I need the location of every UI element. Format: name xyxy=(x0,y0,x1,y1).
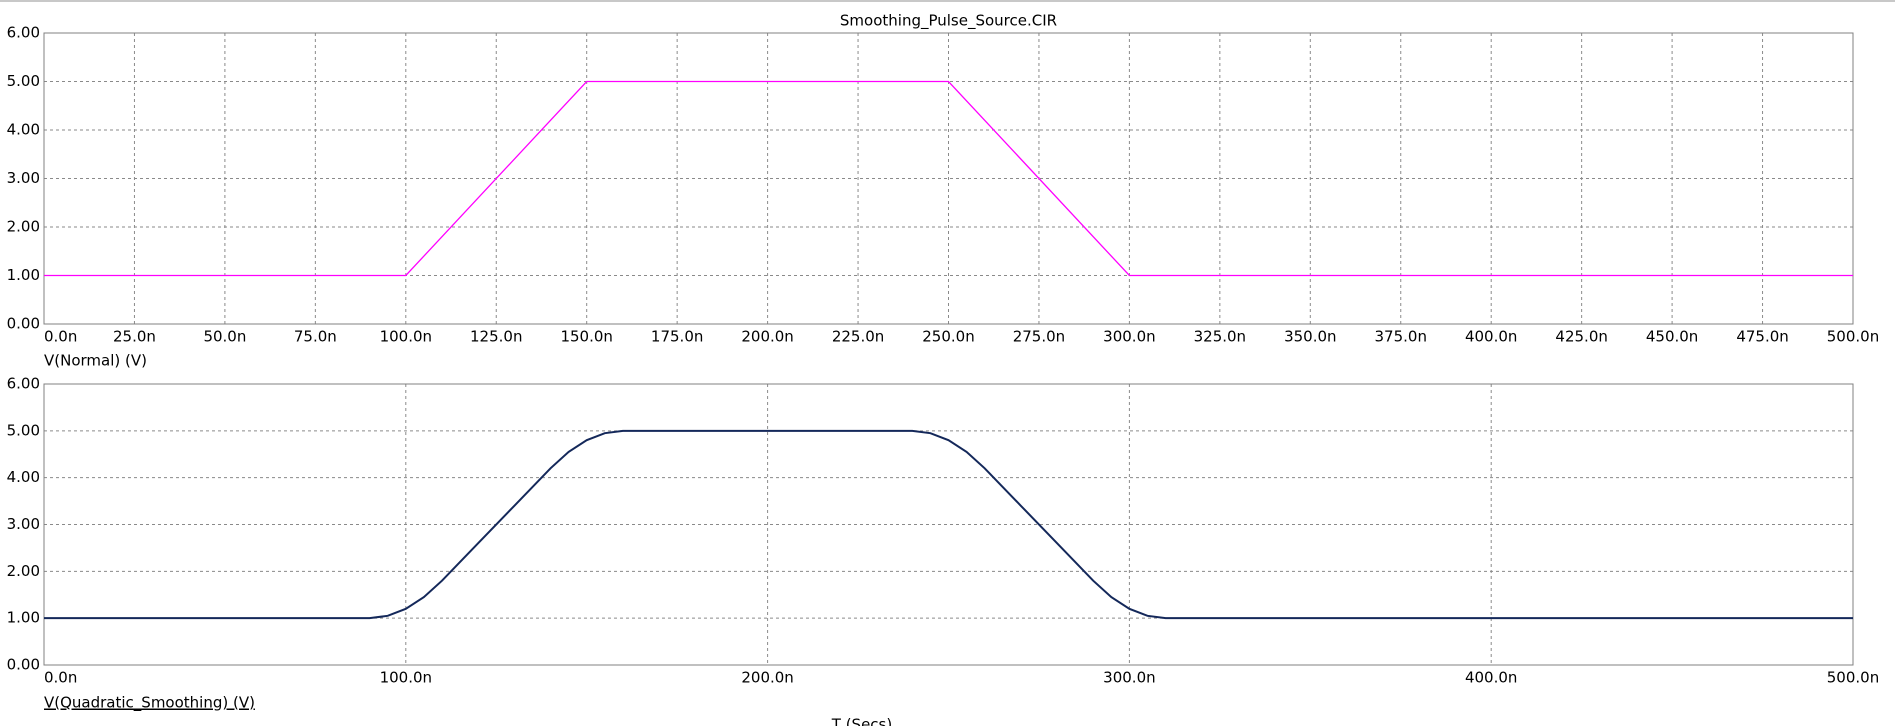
x-tick-label: 325.0n xyxy=(1194,328,1246,346)
y-tick-label: 1.00 xyxy=(7,609,40,627)
x-tick-label: 450.0n xyxy=(1646,328,1698,346)
legend-label: V(Normal) (V) xyxy=(44,352,147,370)
x-tick-label: 125.0n xyxy=(470,328,522,346)
x-tick-label: 75.0n xyxy=(294,328,337,346)
x-tick-label: 400.0n xyxy=(1465,669,1517,687)
x-tick-label: 350.0n xyxy=(1284,328,1336,346)
x-tick-label: 500.0n xyxy=(1827,669,1879,687)
plot-frame xyxy=(43,383,1854,666)
x-tick-label: 25.0n xyxy=(113,328,156,346)
y-tick-label: 3.00 xyxy=(7,169,40,187)
x-tick-label: 400.0n xyxy=(1465,328,1517,346)
x-tick-label: 300.0n xyxy=(1103,669,1155,687)
x-tick-label: 300.0n xyxy=(1103,328,1155,346)
x-tick-label: 225.0n xyxy=(832,328,884,346)
y-tick-label: 4.00 xyxy=(7,121,40,139)
y-tick-label: 0.00 xyxy=(7,315,40,333)
series-line xyxy=(44,429,1853,620)
x-tick-label: 150.0n xyxy=(560,328,612,346)
plot-frame xyxy=(43,32,1854,325)
x-tick-label: 375.0n xyxy=(1375,328,1427,346)
x-tick-label: 200.0n xyxy=(741,669,793,687)
legend-label: V(Quadratic_Smoothing) (V) xyxy=(44,694,255,713)
y-tick-label: 0.00 xyxy=(7,656,40,674)
x-tick-label: 175.0n xyxy=(651,328,703,346)
y-tick-label: 6.00 xyxy=(7,24,40,42)
x-tick-label: 200.0n xyxy=(741,328,793,346)
y-tick-label: 5.00 xyxy=(7,421,40,439)
x-tick-label: 100.0n xyxy=(380,328,432,346)
x-tick-label: 275.0n xyxy=(1013,328,1065,346)
x-tick-label: 475.0n xyxy=(1736,328,1788,346)
x-tick-label: 500.0n xyxy=(1827,328,1879,346)
y-tick-label: 3.00 xyxy=(7,515,40,533)
x-tick-label: 425.0n xyxy=(1555,328,1607,346)
x-tick-label: 100.0n xyxy=(380,669,432,687)
chart-title: Smoothing_Pulse_Source.CIR xyxy=(840,12,1057,31)
x-tick-label: 50.0n xyxy=(203,328,246,346)
y-tick-label: 2.00 xyxy=(7,218,40,236)
x-tick-label: 250.0n xyxy=(922,328,974,346)
x-tick-label: 0.0n xyxy=(44,669,77,687)
y-tick-label: 2.00 xyxy=(7,562,40,580)
y-tick-label: 6.00 xyxy=(7,375,40,393)
series-line xyxy=(44,80,1853,277)
x-tick-label: 0.0n xyxy=(44,328,77,346)
y-tick-label: 1.00 xyxy=(7,266,40,284)
y-tick-label: 4.00 xyxy=(7,468,40,486)
x-axis-label: T (Secs) xyxy=(831,716,892,726)
y-tick-label: 5.00 xyxy=(7,72,40,90)
